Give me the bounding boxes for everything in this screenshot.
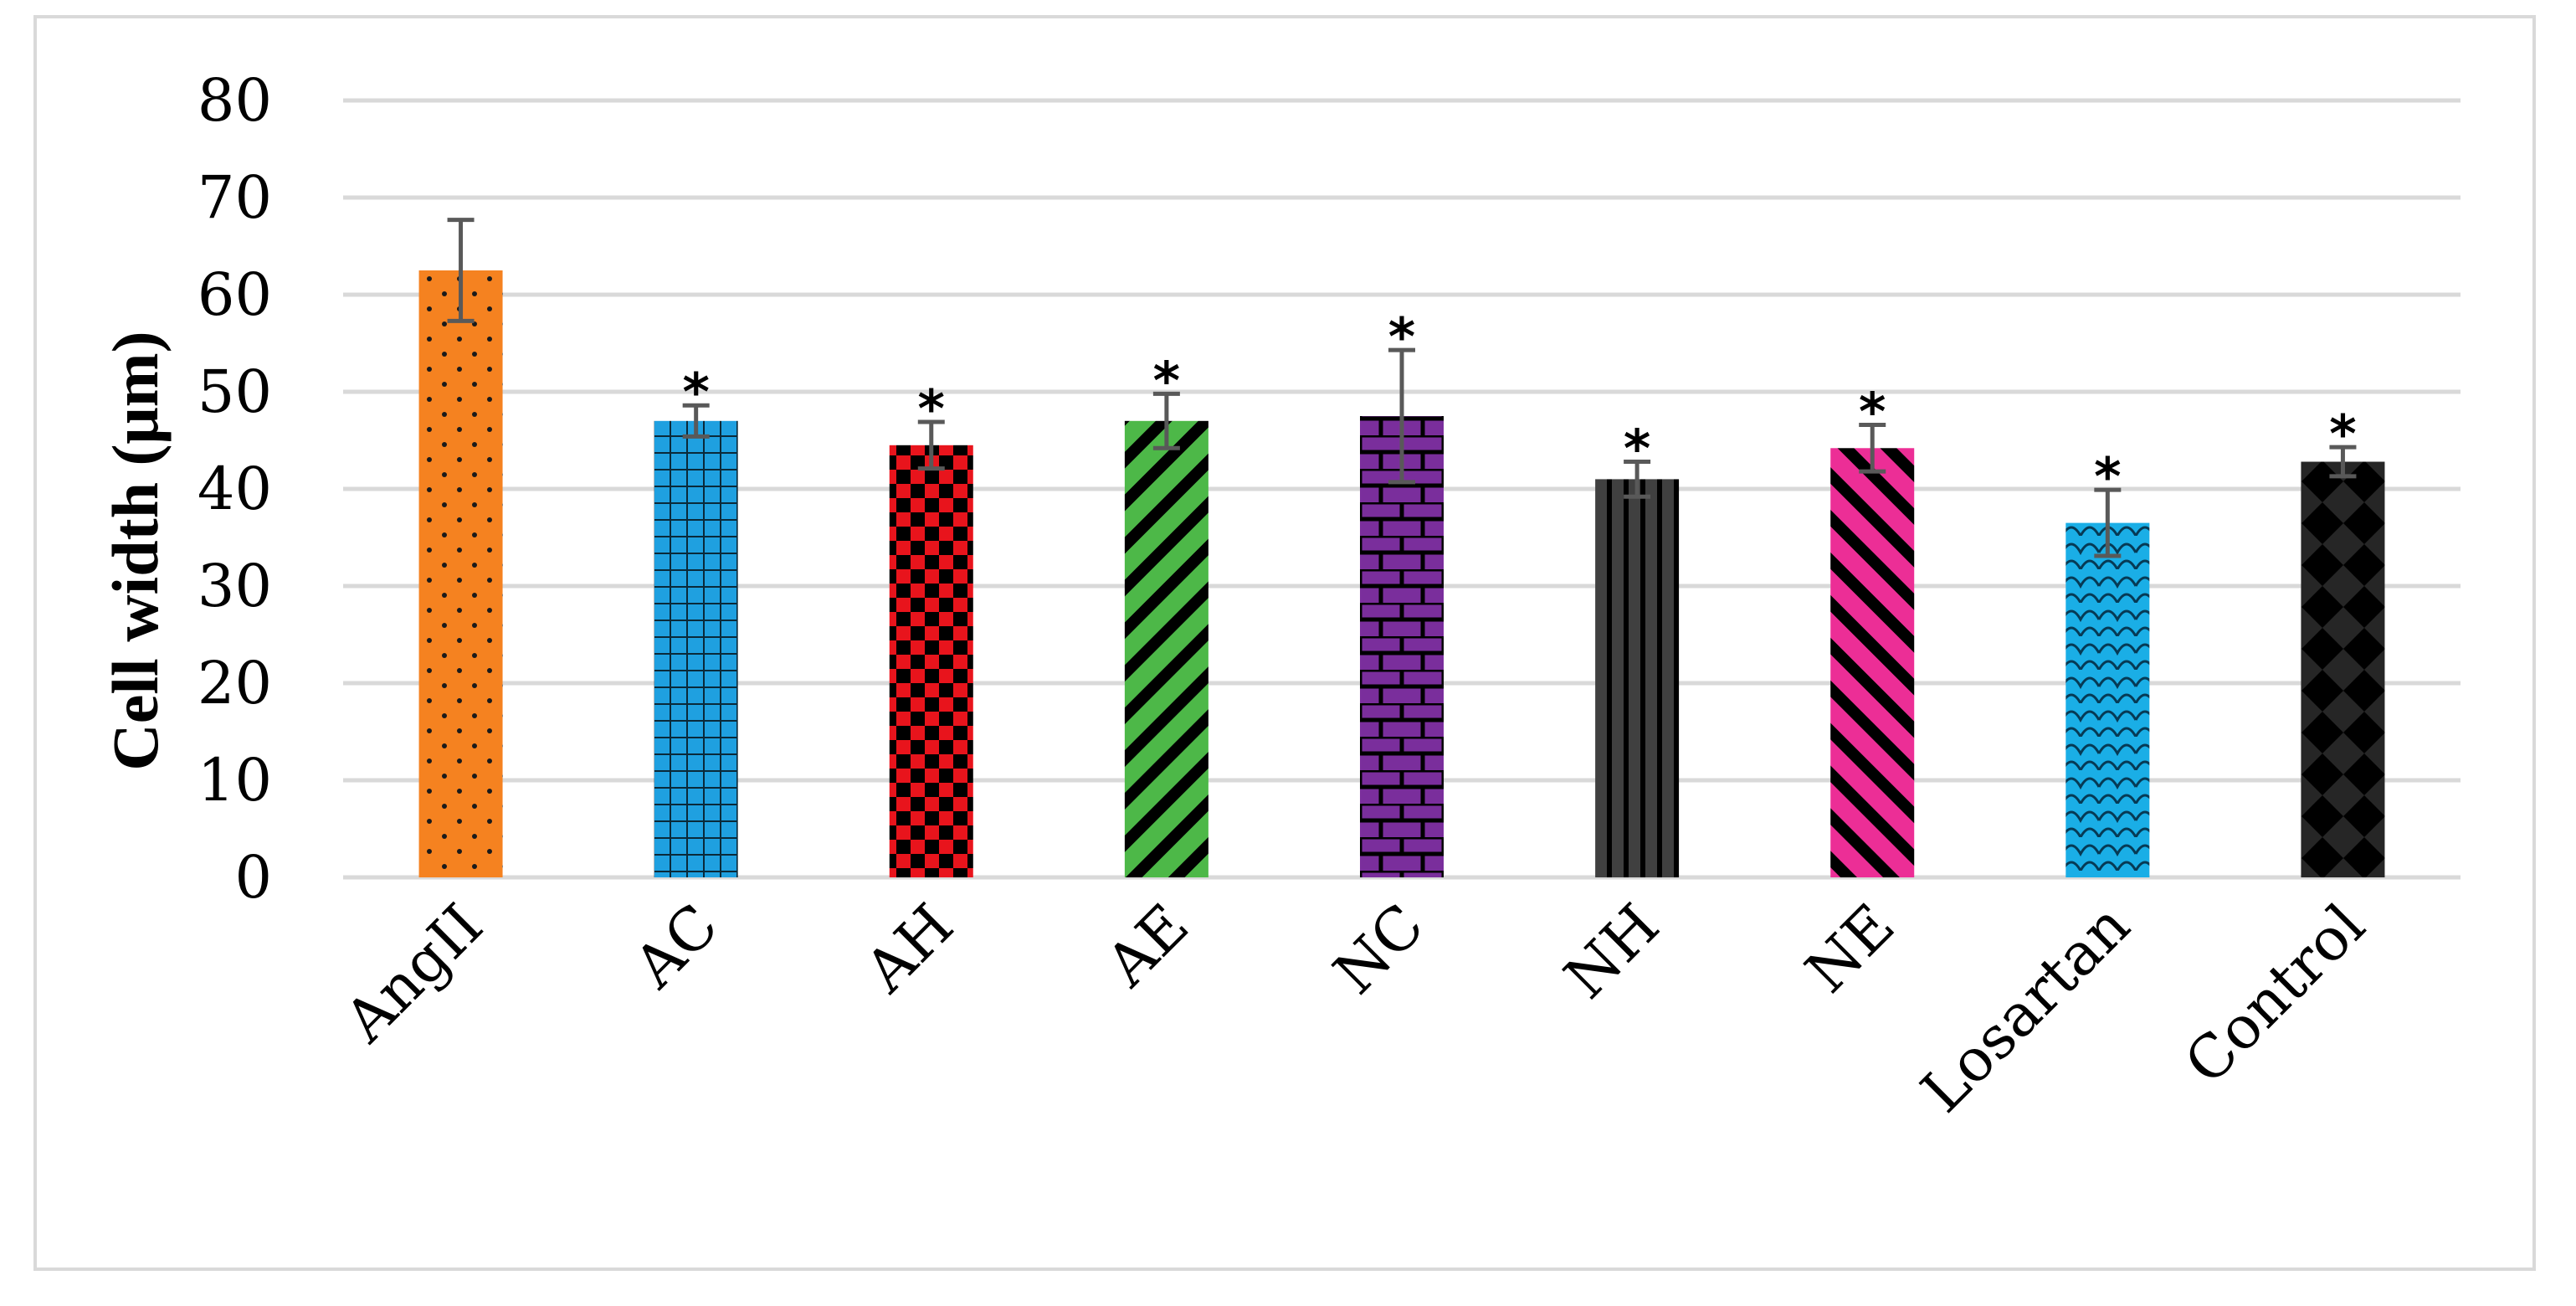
x-tick-label-control: Control [2172,891,2378,1098]
y-axis-label: Cell width (μm) [99,331,172,770]
x-axis-categories: AngII AC AH AE NC NH NE Losartan Control [331,891,2378,1126]
significance-star-ac: * [682,362,709,423]
error-bars [447,218,2357,558]
bar-ac [654,420,738,877]
error-bar-ah [917,419,945,471]
significance-star-nh: * [1624,419,1650,480]
y-tick-label-10: 10 [198,746,272,815]
y-tick-label-50: 50 [198,357,272,426]
bar-ne [1830,448,1915,877]
significance-star-control: * [2329,404,2356,465]
significance-star-losartan: * [2094,446,2121,507]
x-tick-label-ac: AC [620,891,731,1001]
error-bar-ne [1859,422,1886,474]
error-bar-control [2329,445,2357,479]
y-axis-ticks: 0 10 20 30 40 50 60 70 80 [198,66,272,912]
bar-nh [1595,479,1680,877]
error-bar-nc [1388,347,1415,485]
bar-ae [1124,420,1208,877]
error-bar-losartan [2094,487,2122,558]
x-tick-label-nh: NH [1552,891,1672,1011]
significance-star-ne: * [1859,381,1886,442]
y-tick-label-40: 40 [198,455,272,523]
x-tick-label-nc: NC [1321,891,1437,1007]
y-tick-label-30: 30 [198,552,272,620]
bar-ah [889,445,973,877]
y-tick-label-0: 0 [234,843,272,912]
bars [418,270,2385,877]
x-tick-label-losartan: Losartan [1908,891,2143,1126]
x-tick-label-angii: AngII [331,891,495,1056]
bar-angii [418,270,503,877]
significance-star-nc: * [1388,306,1415,368]
bar-nc [1360,416,1444,877]
x-tick-label-ne: NE [1793,891,1907,1005]
significance-markers: * * * * * * * * [682,306,2356,507]
significance-star-ae: * [1153,350,1180,411]
error-bar-ac [682,403,710,439]
y-tick-label-80: 80 [198,66,272,135]
y-tick-label-70: 70 [198,163,272,232]
error-bar-nh [1624,460,1651,499]
x-tick-label-ae: AE [1092,891,1202,1000]
bar-losartan [2065,522,2150,877]
bar-control [2301,461,2385,877]
y-tick-label-20: 20 [198,649,272,717]
x-tick-label-ah: AH [851,891,967,1006]
significance-star-ah: * [918,378,945,440]
y-tick-label-60: 60 [198,260,272,329]
error-bar-angii [447,218,475,323]
error-bar-ae [1152,391,1180,450]
